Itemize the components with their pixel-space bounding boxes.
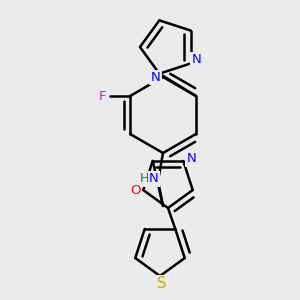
Text: H: H — [139, 172, 149, 185]
Text: N: N — [192, 53, 202, 66]
Text: N: N — [149, 172, 159, 185]
Text: N: N — [186, 152, 196, 166]
Text: F: F — [98, 89, 106, 103]
Text: N: N — [151, 71, 160, 84]
Text: S: S — [157, 277, 167, 292]
Text: O: O — [130, 184, 140, 196]
